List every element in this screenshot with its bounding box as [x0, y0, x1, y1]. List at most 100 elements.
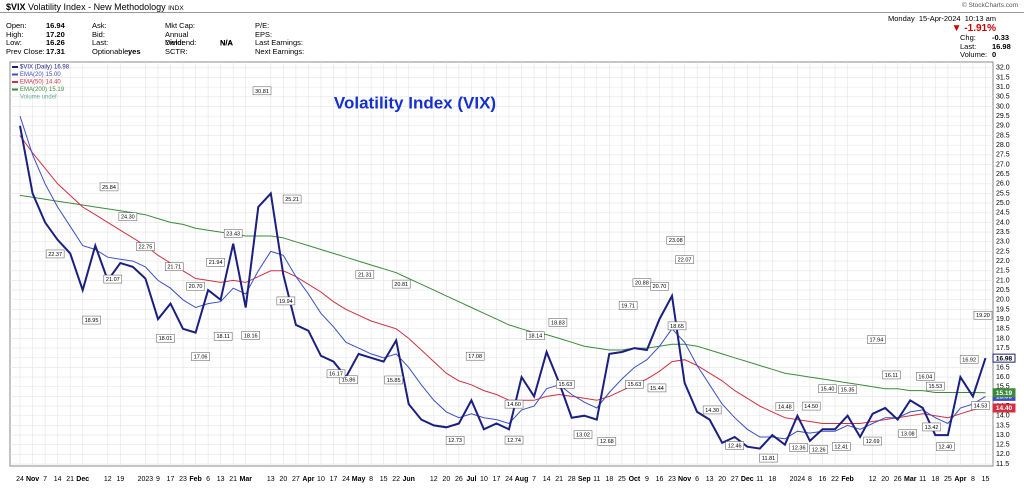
price-annotation-box [339, 375, 358, 385]
price-annotation: 15.63 [628, 382, 642, 388]
info-label: Last: [92, 38, 109, 48]
info-row: High: 17.20 [6, 29, 65, 40]
price-annotation-box [241, 331, 260, 340]
price-annotation: 22.07 [678, 258, 692, 264]
x-tick-label: Apr [302, 476, 314, 483]
price-annotation-box [775, 402, 795, 411]
x-tick-label: 10 [317, 476, 325, 483]
price-annotation-box [548, 318, 568, 327]
price-annotation-box [936, 442, 955, 451]
plot-area [9, 61, 994, 467]
price-annotation: 15.86 [342, 378, 356, 384]
y-tick-label: 21.5 [996, 268, 1010, 275]
x-tick-label: 12 [104, 476, 112, 483]
x-tick-label: 27 [292, 476, 300, 483]
y-tick-label: 27.0 [996, 161, 1010, 168]
x-tick-label: 7 [532, 476, 536, 483]
price-annotation: 14.50 [804, 404, 818, 410]
x-tick-label: Mar [239, 476, 252, 483]
legend-value: 15.00 [46, 72, 62, 78]
price-annotation: 15.85 [387, 378, 401, 384]
price-annotation: 14.48 [778, 404, 792, 410]
price-annotation-box [213, 332, 233, 341]
x-tick-label: 2024 [790, 476, 806, 483]
y-tick-label: 16.0 [996, 374, 1010, 381]
y-tick-label: 15.5 [996, 384, 1010, 391]
info-row: Optionable:yes [92, 46, 141, 57]
x-tick-label: 11 [756, 476, 763, 483]
y-tick-label: 27.5 [996, 152, 1010, 159]
price-annotation-box [667, 321, 687, 331]
y-tick-label: 29.0 [996, 123, 1010, 130]
price-annotation: 12.73 [448, 438, 462, 444]
info-value: 16.98 [992, 41, 1011, 51]
price-annotation: 21.31 [358, 272, 372, 278]
price-annotation: 12.40 [938, 445, 952, 451]
price-annotation: 18.95 [85, 318, 99, 324]
legend-volume: Volume undef [20, 95, 57, 101]
y-tick-label: 23.5 [996, 229, 1010, 236]
price-annotation-box [465, 351, 485, 361]
x-tick-label: 21 [229, 476, 237, 483]
x-tick-label: 26 [455, 476, 463, 483]
price-annotation: 13.02 [576, 433, 590, 439]
info-row: Annual Dividend: N/A [165, 30, 233, 48]
y-tick-label: 31.0 [996, 84, 1010, 91]
x-tick-label: 7 [43, 476, 47, 483]
price-annotation: 16.92 [962, 357, 976, 363]
symbol-line: $VIX Volatility Index - New Methodology … [6, 2, 184, 12]
x-tick-label: 15 [380, 476, 388, 483]
price-annotation: 23.08 [669, 238, 683, 244]
price-annotation-box [556, 379, 575, 389]
x-tick-label: 21 [555, 476, 563, 483]
price-annotation-box [99, 182, 119, 192]
y-tick-label: 29.5 [996, 113, 1010, 120]
info-label: Optionable: [92, 46, 131, 56]
info-label: Open: [6, 21, 27, 30]
info-label: Volume: [960, 50, 988, 60]
info-label: Prev Close: [6, 46, 45, 56]
last-value-tag [992, 388, 1016, 398]
y-tick-label: 23.0 [996, 239, 1010, 246]
x-tick-label: 17 [330, 476, 338, 483]
info-row: Last: 16.98 [960, 41, 1011, 52]
info-row: EPS: [255, 29, 310, 40]
info-label: Chg: [960, 33, 976, 42]
x-tick-label: 23 [179, 476, 187, 483]
x-tick-label: 11 [593, 476, 600, 483]
price-annotation: 20.70 [189, 284, 203, 290]
price-annotation: 19.94 [279, 299, 293, 305]
x-tick-label: 20 [279, 476, 287, 483]
y-tick-label: 20.0 [996, 297, 1010, 304]
price-annotation: 15.63 [559, 382, 573, 388]
last-value-label: 15.19 [996, 390, 1013, 397]
x-tick-label: 16 [656, 476, 664, 483]
x-tick-label: 9 [645, 476, 649, 483]
price-annotation-box [118, 212, 138, 221]
x-tick-label: Apr [954, 476, 966, 483]
price-annotation: 19.20 [976, 313, 990, 319]
info-value: 17.20 [46, 29, 65, 39]
price-annotation: 30.81 [255, 89, 269, 95]
x-tick-label: Nov [26, 476, 39, 483]
price-annotation-box [650, 281, 669, 291]
x-tick-label: 22 [392, 476, 400, 483]
x-tick-label: 8 [369, 476, 373, 483]
info-row: Chg: -0.33 [960, 33, 1009, 43]
price-annotation: 22.37 [48, 252, 62, 258]
info-value: yes [128, 46, 141, 56]
price-annotation-box [136, 242, 155, 251]
legend-value: 14.40 [46, 80, 62, 86]
header-rule [0, 12, 1024, 13]
info-label: EPS: [255, 29, 273, 39]
y-tick-label: 17.5 [996, 345, 1010, 352]
price-annotation: 13.08 [901, 431, 915, 437]
date: Monday 15-Apr-2024 10:13 am [888, 14, 996, 23]
x-tick-label: Feb [189, 476, 201, 483]
x-tick-label: 10 [480, 476, 488, 483]
info-label: Next Earnings: [255, 46, 305, 56]
price-annotation: 18.83 [551, 320, 565, 326]
last-value-tag [992, 353, 1016, 363]
price-annotation: 13.42 [925, 425, 939, 431]
